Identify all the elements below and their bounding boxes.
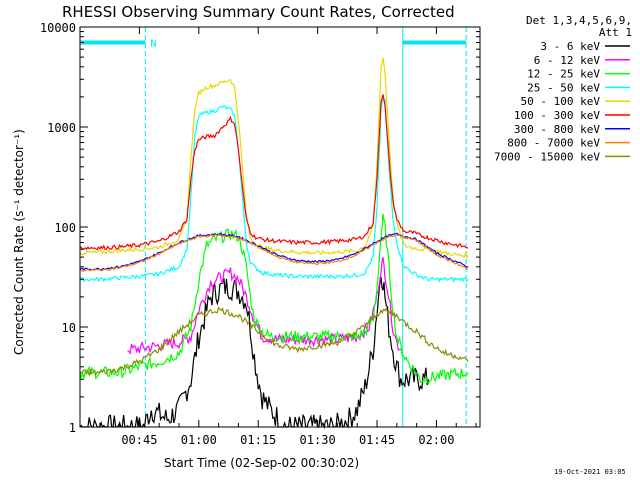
y-tick-label-3: 1000 bbox=[47, 121, 76, 135]
y-tick-label-0: 1 bbox=[69, 421, 76, 435]
plot-data-layer: N bbox=[79, 27, 469, 430]
x-tick-label-0: 00:45 bbox=[121, 433, 157, 447]
legend-label-1: 6 - 12 keV bbox=[534, 54, 601, 67]
legend-label-4: 50 - 100 keV bbox=[521, 95, 601, 108]
legend-label-3: 25 - 50 keV bbox=[527, 81, 600, 94]
series-line-3 bbox=[79, 94, 469, 283]
series-line-4 bbox=[79, 57, 469, 259]
x-tick-label-4: 01:45 bbox=[359, 433, 395, 447]
x-tick-label-1: 01:00 bbox=[181, 433, 217, 447]
legend-label-2: 12 - 25 keV bbox=[527, 68, 600, 81]
plot-frame bbox=[79, 26, 481, 428]
y-tick-label-1: 10 bbox=[62, 321, 76, 335]
series-line-7 bbox=[79, 233, 469, 272]
legend-label-5: 100 - 300 keV bbox=[514, 109, 600, 122]
series-line-1 bbox=[127, 257, 402, 355]
y-axis-label: Corrected Count Rate (s⁻¹ detector⁻¹) bbox=[12, 129, 26, 355]
x-tick-label-2: 01:15 bbox=[240, 433, 276, 447]
x-axis: 00:45 01:00 01:15 01:30 01:45 02:00 bbox=[99, 27, 477, 447]
generation-timestamp: 19-Oct-2021 03:05 bbox=[554, 468, 626, 476]
y-tick-label-4: 10000 bbox=[40, 21, 76, 35]
series-line-2 bbox=[79, 213, 469, 385]
series-line-0 bbox=[79, 276, 430, 430]
legend-label-6: 300 - 800 keV bbox=[514, 123, 600, 136]
x-tick-label-3: 01:30 bbox=[300, 433, 336, 447]
y-axis: 1 10 100 1000 10000 bbox=[40, 21, 480, 435]
chart-title: RHESSI Observing Summary Count Rates, Co… bbox=[62, 3, 455, 21]
legend-header-1: Att 1 bbox=[599, 26, 632, 39]
legend-label-7: 800 - 7000 keV bbox=[507, 137, 600, 150]
marker-bar-label-4: N bbox=[150, 38, 156, 49]
y-tick-label-2: 100 bbox=[54, 221, 76, 235]
series-line-5 bbox=[79, 94, 469, 251]
legend-label-8: 7000 - 15000 keV bbox=[494, 150, 600, 163]
series-line-8 bbox=[79, 306, 469, 377]
x-tick-label-5: 02:00 bbox=[418, 433, 454, 447]
legend-header-0: Det 1,3,4,5,6,9, bbox=[526, 14, 632, 27]
legend-label-0: 3 - 6 keV bbox=[540, 40, 600, 53]
x-axis-label: Start Time (02-Sep-02 00:30:02) bbox=[164, 456, 359, 470]
